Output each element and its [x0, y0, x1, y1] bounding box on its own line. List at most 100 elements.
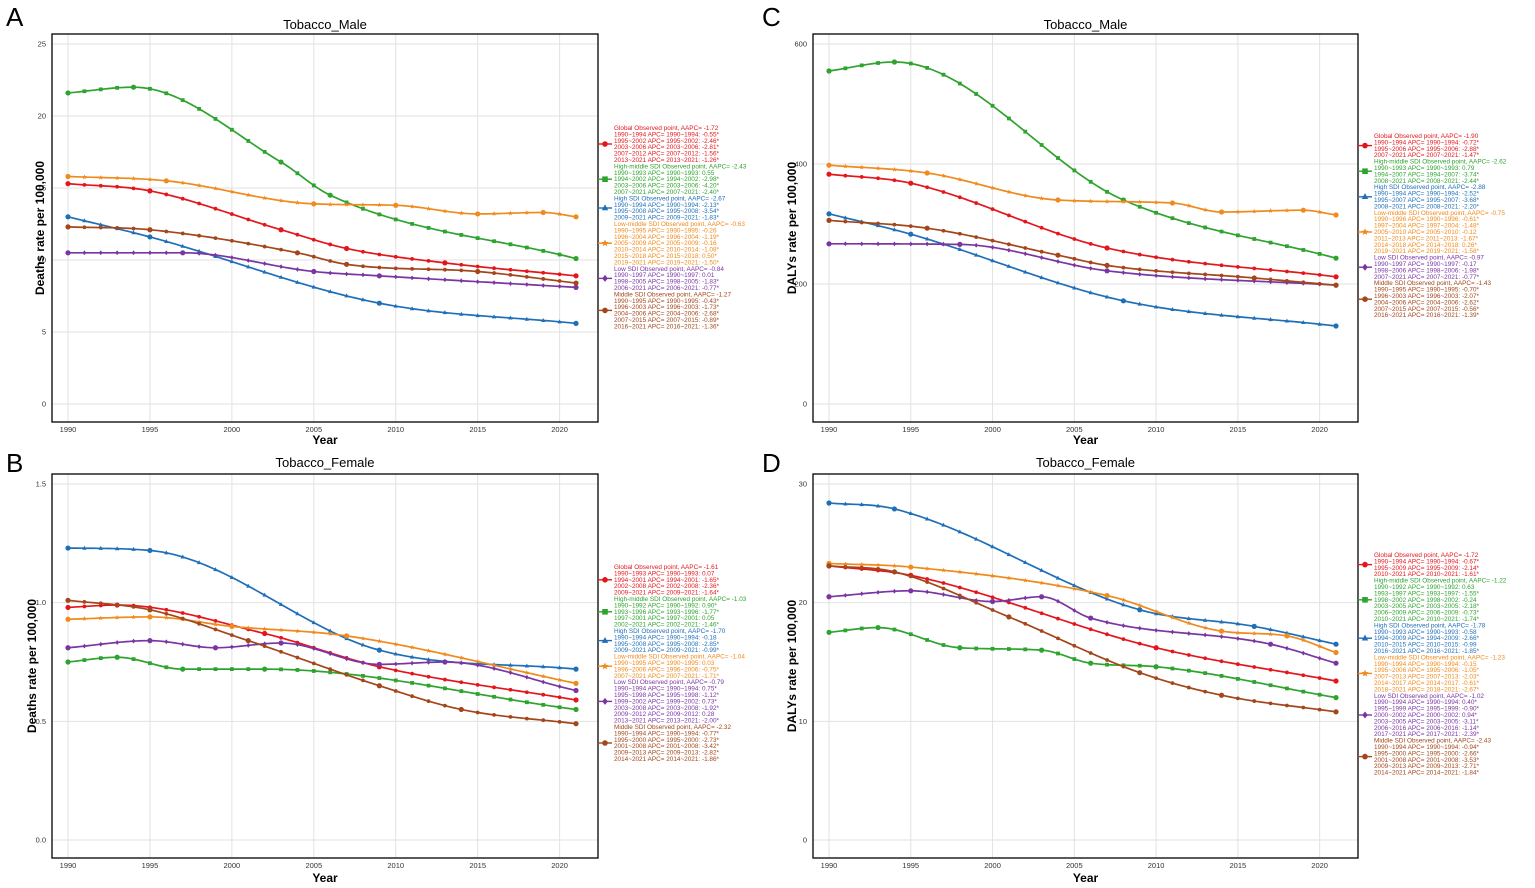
observed-point-low-middle-sdi — [891, 563, 897, 568]
observed-point-low-sdi — [1252, 638, 1257, 644]
legend-entry-text: 1996~2004 APC= 1996~2004: -1.19* — [614, 234, 720, 241]
observed-point-middle-sdi — [1235, 696, 1240, 701]
joinpoint-global — [65, 604, 71, 611]
joinpoint-high-middle-sdi — [65, 90, 71, 96]
observed-point-middle-sdi — [1072, 256, 1077, 261]
observed-point-middle-sdi — [974, 235, 979, 240]
joinpoint-middle-sdi — [343, 261, 350, 267]
observed-point-high-sdi — [1088, 290, 1093, 295]
observed-point-middle-sdi — [1285, 278, 1289, 283]
observed-point-high-middle-sdi — [361, 673, 365, 678]
legend-entry-text: 1995~2008 APC= 1995~2008: -3.54* — [614, 208, 720, 215]
observed-point-low-sdi — [279, 264, 283, 270]
observed-point-low-sdi — [941, 592, 946, 597]
x-tick-label: 1990 — [60, 425, 77, 434]
observed-point-low-sdi — [1219, 277, 1224, 283]
y-tick-label: 10 — [38, 256, 46, 265]
legend-entry-text: 2008~2021 APC= 2008~2021: -2.20* — [1374, 203, 1480, 210]
observed-point-middle-sdi — [1072, 643, 1077, 648]
observed-point-low-sdi — [1105, 619, 1109, 625]
joinpoint-global — [826, 171, 832, 177]
observed-point-high-sdi — [1104, 294, 1110, 299]
joinpoint-global — [343, 245, 350, 252]
observed-point-middle-sdi — [262, 644, 267, 649]
joinpoint-low-sdi — [278, 640, 284, 646]
joinpoint-low-middle-sdi — [1284, 633, 1290, 639]
plot-frame — [812, 33, 1359, 423]
observed-point-low-middle-sdi — [1202, 625, 1208, 630]
legend-entry-text: Global Observed point, AAPC= -1.90 — [1374, 133, 1479, 140]
joinpoint-low-middle-sdi — [229, 623, 235, 630]
observed-point-low-middle-sdi — [1022, 577, 1028, 583]
legend-entry-text: 2004~2006 APC= 2004~2006: -2.62* — [1374, 299, 1480, 306]
legend-entry-text: 1993~1997 APC= 1993~1997: -1.55* — [1374, 590, 1480, 597]
legend-entry-text: 1998~2005 APC= 1998~2005: -1.83* — [614, 279, 720, 286]
observed-point-low-sdi — [246, 643, 251, 648]
joinpoint-low-middle-sdi — [573, 680, 579, 686]
legend-entry-text: 1990~1993 APC= 1990~1993: 0.55 — [614, 170, 715, 177]
observed-point-global — [475, 264, 480, 269]
observed-point-high-sdi — [1317, 321, 1322, 326]
observed-point-global — [1268, 667, 1273, 672]
observed-point-global — [164, 192, 169, 197]
observed-point-low-sdi — [475, 662, 480, 668]
legend-entry-text: Middle SDI Observed point, AAPC= -1.43 — [1374, 280, 1491, 287]
observed-point-low-middle-sdi — [376, 638, 382, 644]
observed-point-high-sdi — [974, 252, 979, 257]
legend-entry-text: 1990~1995 APC= 1990~1995: -0.26 — [614, 227, 717, 234]
x-tick-label: 2015 — [469, 861, 486, 870]
observed-point-global — [262, 222, 267, 227]
chart-title: Tobacco_Female — [1036, 455, 1135, 470]
observed-point-high-sdi — [1301, 320, 1306, 325]
observed-point-low-middle-sdi — [1055, 583, 1061, 588]
observed-point-global — [311, 237, 316, 242]
observed-point-low-middle-sdi — [1137, 199, 1143, 204]
legend-entry-text: 2009~2013 APC= 2009~2013: -2.82* — [614, 750, 720, 757]
legend-entry-text: 1995~2007 APC= 1995~2007: -3.68* — [1374, 197, 1480, 204]
observed-point-middle-sdi — [524, 716, 529, 721]
series-line-low-sdi — [67, 639, 577, 692]
observed-point-high-middle-sdi — [426, 226, 431, 230]
observed-point-middle-sdi — [876, 221, 880, 226]
series-line-global — [828, 565, 1337, 682]
observed-point-low-sdi — [1186, 631, 1191, 636]
observed-point-global — [1301, 271, 1306, 275]
legend-entry-text: 2014~2021 APC= 2014~2021: -1.86* — [614, 756, 720, 763]
observed-point-low-middle-sdi — [524, 670, 530, 675]
joinpoint-global — [908, 180, 914, 186]
legend-entry-text: 1995~1998 APC= 1995~1998: -1.12* — [614, 692, 720, 699]
observed-point-low-middle-sdi — [278, 627, 284, 633]
joinpoint-low-sdi — [1039, 594, 1045, 600]
observed-point-high-sdi — [508, 662, 513, 667]
y-tick-label: 200 — [794, 280, 807, 289]
legend-entry-text: 2003~2008 APC= 2003~2008: -1.92* — [614, 705, 720, 712]
observed-point-low-sdi — [1301, 650, 1306, 656]
observed-point-high-sdi — [164, 239, 169, 244]
observed-point-middle-sdi — [1154, 676, 1158, 681]
observed-point-low-sdi — [1007, 247, 1011, 253]
observed-point-high-middle-sdi — [229, 127, 234, 132]
observed-point-low-sdi — [311, 646, 316, 651]
observed-point-low-sdi — [1186, 275, 1191, 281]
observed-point-global — [957, 195, 962, 200]
observed-point-low-sdi — [524, 282, 529, 287]
observed-point-low-sdi — [1056, 598, 1060, 604]
observed-point-low-middle-sdi — [924, 566, 930, 571]
observed-point-low-middle-sdi — [1039, 580, 1045, 585]
observed-point-high-middle-sdi — [990, 646, 995, 651]
observed-point-high-sdi — [409, 654, 415, 659]
observed-point-global — [1039, 611, 1044, 616]
legend-entry-text: Low-middle SDI Observed point, AAPC= -1.… — [614, 654, 745, 661]
observed-point-high-middle-sdi — [1170, 666, 1175, 671]
observed-point-low-sdi — [361, 660, 365, 666]
observed-point-high-middle-sdi — [295, 668, 300, 672]
joinpoint-high-middle-sdi — [180, 666, 186, 672]
joinpoint-high-middle-sdi — [826, 629, 832, 635]
panel-label: A — [6, 2, 24, 32]
joinpoint-high-middle-sdi — [1333, 255, 1339, 261]
observed-point-middle-sdi — [344, 672, 349, 677]
observed-point-low-middle-sdi — [311, 629, 317, 635]
legend-entry-text: 1997~2001 APC= 1997~2001: 0.05 — [614, 615, 715, 622]
series-line-middle-sdi — [67, 226, 577, 284]
observed-point-global — [1088, 627, 1093, 632]
